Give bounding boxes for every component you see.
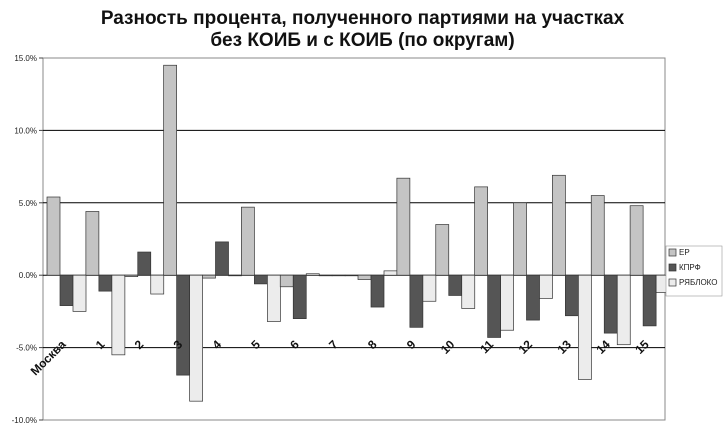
x-tick-label: 6 bbox=[287, 337, 302, 352]
bar-ЕР bbox=[396, 177, 411, 276]
bar-КПРФ bbox=[448, 274, 463, 296]
x-tick-label: 13 bbox=[555, 337, 575, 357]
x-tick-label: 9 bbox=[404, 337, 419, 352]
bar-РЯБЛОКО bbox=[305, 273, 320, 276]
bar-ЕР bbox=[279, 274, 294, 288]
bar-ЕР bbox=[474, 186, 488, 276]
legend-swatch bbox=[668, 248, 677, 257]
x-tick-label: 4 bbox=[209, 337, 224, 352]
bar-КПРФ bbox=[331, 274, 346, 277]
bar-РЯБЛОКО bbox=[500, 274, 514, 331]
bar-ЕР bbox=[85, 211, 100, 276]
bars bbox=[46, 64, 670, 402]
x-tick-label: 15 bbox=[632, 337, 652, 357]
bar-КПРФ bbox=[409, 274, 424, 328]
legend-swatch bbox=[668, 278, 677, 287]
bar-КПРФ bbox=[176, 274, 190, 376]
bar-РЯБЛОКО bbox=[422, 274, 437, 302]
bar-КПРФ bbox=[292, 274, 307, 319]
bar-ЕР bbox=[357, 274, 372, 280]
bar-РЯБЛОКО bbox=[344, 274, 359, 277]
bar-ЕР bbox=[202, 274, 216, 279]
chart-title-line-1: Разность процента, полученного партиями … bbox=[100, 8, 625, 29]
bar-КПРФ bbox=[98, 274, 113, 292]
bar-РЯБЛОКО bbox=[383, 270, 398, 276]
bar-РЯБЛОКО bbox=[150, 274, 165, 295]
bar-КПРФ bbox=[254, 274, 268, 285]
y-axis: 15.0% 10.0% 5.0% 0.0% -5.0% -10.0% bbox=[12, 54, 43, 425]
bar-РЯБЛОКО bbox=[267, 274, 281, 322]
bar-ЕР bbox=[552, 174, 566, 276]
bar-КПРФ bbox=[642, 274, 657, 327]
legend-label: ЕР bbox=[679, 248, 690, 257]
bar-ЕР bbox=[513, 202, 527, 276]
legend-label: КПРФ bbox=[679, 263, 701, 272]
plot-area bbox=[42, 57, 666, 421]
bar-РЯБЛОКО bbox=[228, 274, 242, 277]
x-tick-label: 1 bbox=[93, 337, 108, 352]
x-tick-label: 14 bbox=[593, 337, 613, 357]
y-tick-label: 0.0% bbox=[19, 271, 37, 280]
x-tick-label: 7 bbox=[326, 337, 341, 352]
y-tick-label: 5.0% bbox=[19, 199, 37, 208]
bar-РЯБЛОКО bbox=[539, 274, 553, 299]
bar-КПРФ bbox=[526, 274, 540, 321]
bar-РЯБЛОКО bbox=[189, 274, 203, 402]
bar-КПРФ bbox=[565, 274, 579, 317]
bar-РЯБЛОКО bbox=[616, 274, 631, 346]
bar-КПРФ bbox=[59, 274, 74, 306]
grid-lines bbox=[42, 57, 666, 421]
x-tick-label: 2 bbox=[132, 337, 147, 352]
bar-ЕР bbox=[590, 195, 605, 276]
bar-РЯБЛОКО bbox=[578, 274, 592, 380]
bar-КПРФ bbox=[487, 274, 501, 338]
bar-РЯБЛОКО bbox=[72, 274, 87, 312]
bar-КПРФ bbox=[137, 251, 152, 276]
bar-ЕР bbox=[124, 274, 139, 277]
bar-ЕР bbox=[435, 224, 450, 276]
x-tick-label: 12 bbox=[516, 337, 536, 357]
x-tick-label: 11 bbox=[477, 337, 496, 356]
chart-title: Разность процента, полученного партиями … bbox=[0, 8, 725, 52]
y-tick-label: 15.0% bbox=[14, 54, 37, 63]
x-tick-label: 10 bbox=[438, 337, 458, 357]
y-tick-label: -5.0% bbox=[16, 344, 37, 353]
x-tick-label: 5 bbox=[248, 337, 263, 352]
bar-ЕР bbox=[163, 64, 177, 276]
chart-title-line-2: без КОИБ и с КОИБ (по округам) bbox=[210, 30, 515, 51]
y-tick-label: -10.0% bbox=[12, 416, 37, 425]
legend-label: РЯБЛОКО bbox=[679, 278, 717, 287]
bar-РЯБЛОКО bbox=[461, 274, 476, 309]
bar-КПРФ bbox=[215, 241, 229, 276]
bar-ЕР bbox=[629, 205, 644, 276]
bar-ЕР bbox=[46, 196, 61, 276]
bar-ЕР bbox=[241, 206, 255, 276]
y-tick-label: 10.0% bbox=[14, 126, 37, 135]
legend-swatch bbox=[668, 263, 677, 272]
bar-КПРФ bbox=[370, 274, 385, 308]
x-tick-label: 8 bbox=[365, 337, 380, 352]
bar-КПРФ bbox=[603, 274, 618, 334]
bar-РЯБЛОКО bbox=[111, 274, 126, 356]
bar-ЕР bbox=[318, 274, 333, 277]
legend: ЕР КПРФ РЯБЛОКО bbox=[665, 245, 723, 297]
